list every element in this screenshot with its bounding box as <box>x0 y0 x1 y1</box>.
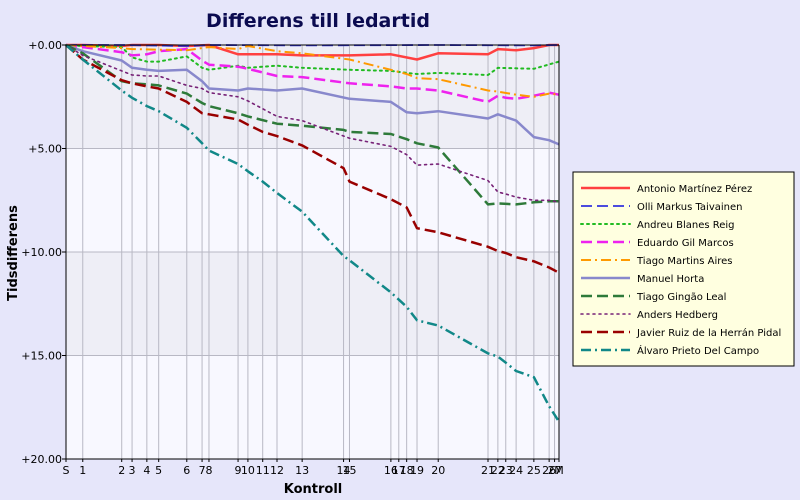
x-tick-label: 12 <box>270 464 284 477</box>
x-axis-label: Kontroll <box>284 482 343 497</box>
legend-entry-2: Olli Markus Taivainen <box>637 202 742 213</box>
x-tick-label: 7 <box>199 464 206 477</box>
x-tick-label: 3 <box>129 464 136 477</box>
y-tick-label: +20.00 <box>21 453 62 466</box>
legend-entry-5: Tiago Martins Aires <box>636 256 733 267</box>
axes <box>65 44 560 460</box>
series-line-5 <box>65 44 560 98</box>
x-tick-label: 16 <box>384 464 398 477</box>
x-tick-label: 13 <box>295 464 309 477</box>
x-tick-label: 25 <box>527 464 541 477</box>
legend: Antonio Martínez Pérez Olli Markus Taivai… <box>572 171 795 367</box>
x-tick-label: 10 <box>241 464 255 477</box>
x-tick-label: 8 <box>205 464 212 477</box>
series-line-9 <box>65 44 560 274</box>
x-tick-label: 17 <box>392 464 406 477</box>
x-tick-label: 26 <box>542 464 556 477</box>
legend-entry-6: Manuel Horta <box>637 274 704 285</box>
x-tick-label: 18 <box>400 464 414 477</box>
x-tick-label: 15 <box>342 464 356 477</box>
legend-box <box>572 171 795 367</box>
plot-band <box>66 45 559 149</box>
series-line-8 <box>65 44 560 204</box>
x-tick-label: 5 <box>155 464 162 477</box>
x-tick-label: 23 <box>499 464 513 477</box>
legend-entry-3: Andreu Blanes Reig <box>637 220 735 231</box>
x-tick-label: S <box>63 464 70 477</box>
x-tick-label: 2 <box>118 464 125 477</box>
x-tick-label: 1 <box>79 464 86 477</box>
legend-entry-1: Antonio Martínez Pérez <box>637 183 752 195</box>
x-tick-label: 21 <box>481 464 495 477</box>
legend-entry-10: Álvaro Prieto Del Campo <box>637 344 759 357</box>
y-tick-label: +5.00 <box>28 143 62 156</box>
x-tick-label: 19 <box>410 464 424 477</box>
x-tick-label: 4 <box>143 464 150 477</box>
series-line-4 <box>65 43 560 104</box>
legend-entry-4: Eduardo Gil Marcos <box>637 238 734 249</box>
legend-entry-7: Tiago Gingão Leal <box>636 292 726 303</box>
legend-entry-9: Javier Ruiz de la Herrán Pidal <box>636 327 781 339</box>
y-tick-label: +15.00 <box>21 350 62 363</box>
x-tick-label: 24 <box>509 464 523 477</box>
x-tick-label: M <box>554 464 564 477</box>
x-tick-label: 6 <box>183 464 190 477</box>
x-tick-label: 22 <box>491 464 505 477</box>
y-tick-label: +0.00 <box>28 39 62 52</box>
x-tick-label: 14 <box>337 464 351 477</box>
series-line-3 <box>65 44 560 76</box>
series-line-10 <box>65 44 561 423</box>
y-tick-label: +10.00 <box>21 246 62 259</box>
series-line-6 <box>65 43 560 146</box>
y-axis-label: Tidsdifferens <box>6 205 21 301</box>
chart-title: Differens till ledartid <box>206 10 430 32</box>
x-tick-label: 9 <box>235 464 242 477</box>
x-tick-label: 11 <box>256 464 270 477</box>
y-tick-labels: +0.00 +5.00 +10.00 +15.00 +20.00 <box>21 39 66 466</box>
plot-band <box>66 252 559 356</box>
legend-entry-8: Anders Hedberg <box>637 310 718 321</box>
x-tick-label: 20 <box>431 464 445 477</box>
x-tick-label: 27 <box>548 464 562 477</box>
